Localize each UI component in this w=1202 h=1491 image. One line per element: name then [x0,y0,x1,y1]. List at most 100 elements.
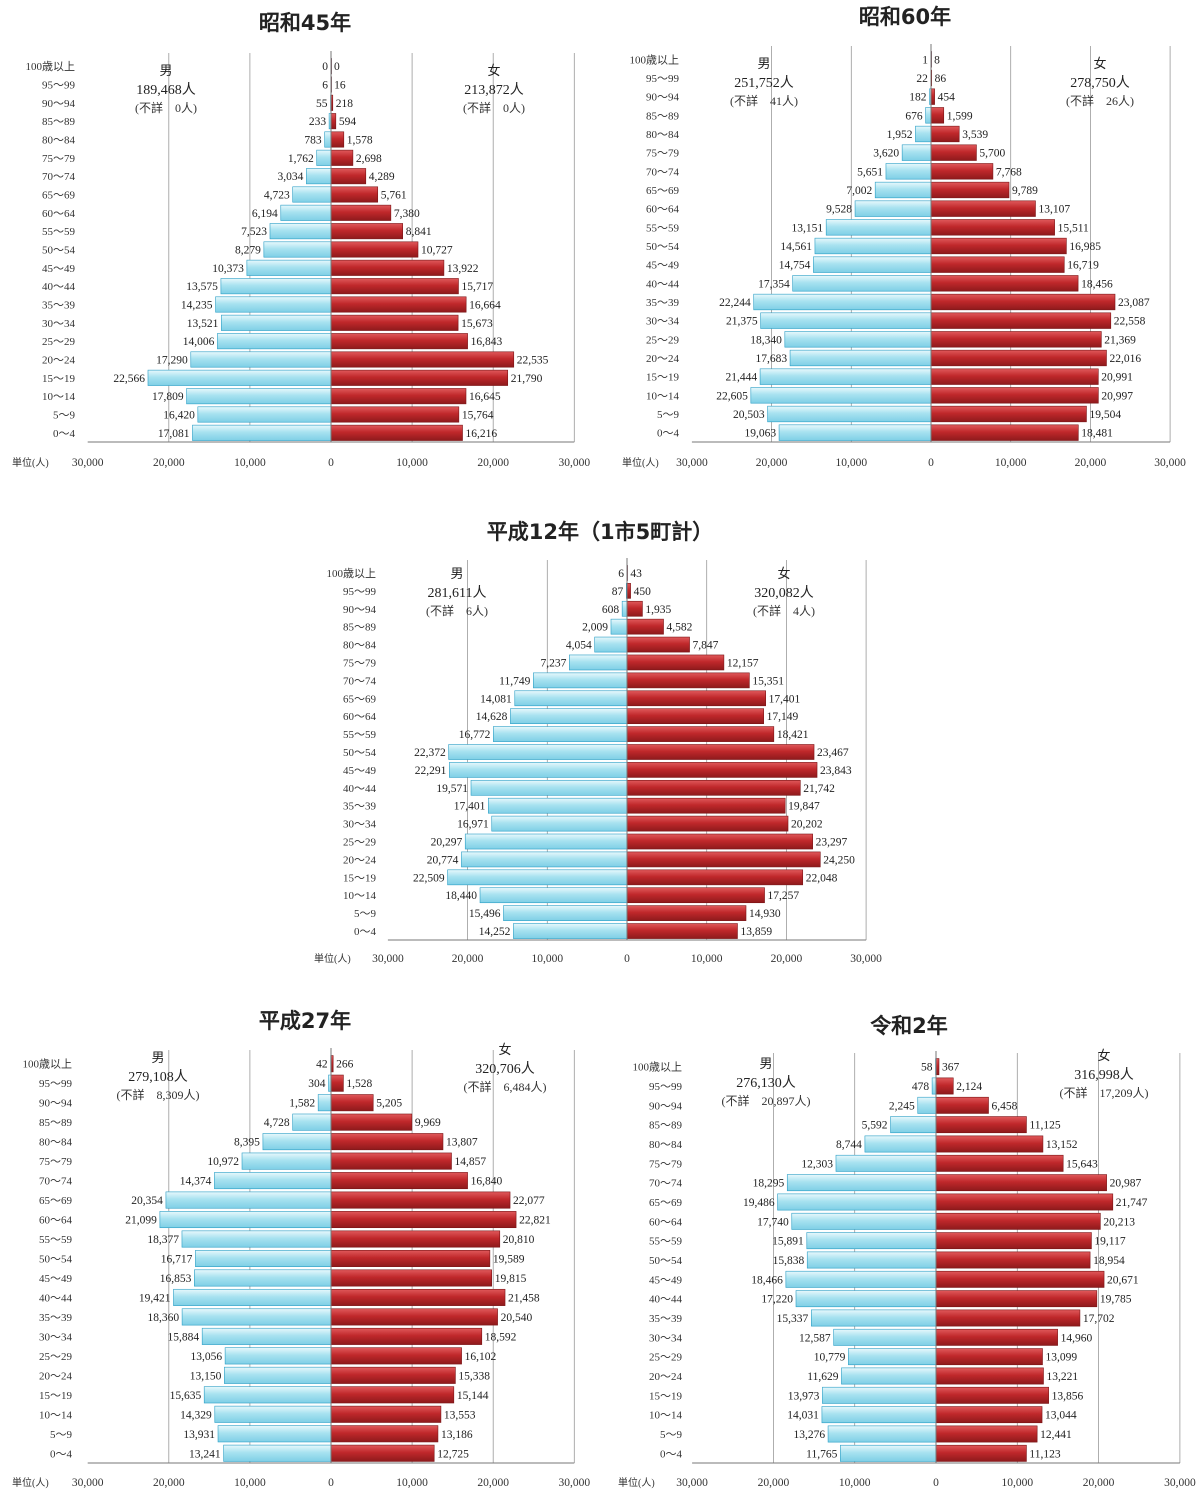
male-bar [513,923,628,939]
male-unknown: (不詳 0人) [135,100,197,115]
age-label: 85〜89 [649,1120,682,1132]
female-value-label: 3,539 [962,129,988,141]
male-value-label: 17,220 [761,1294,793,1306]
female-bar [330,259,445,276]
female-bar [930,331,1102,348]
male-value-label: 42 [316,1059,328,1071]
male-value-label: 18,377 [147,1234,179,1246]
female-bar [330,278,459,295]
female-unknown: (不詳 6,484人) [464,1079,547,1094]
female-bar [935,1116,1027,1134]
female-value-label: 16,843 [471,336,503,348]
male-value-label: 4,054 [566,640,592,652]
male-value-label: 14,081 [480,693,512,705]
male-bar [491,815,628,832]
female-value-label: 23,297 [816,837,848,849]
age-label: 85〜89 [646,110,679,122]
male-value-label: 3,034 [278,171,304,183]
male-value-label: 20,297 [431,837,463,849]
female-value-label: 22,821 [519,1215,551,1227]
x-tick-label: 10,000 [531,953,563,965]
female-value-label: 43 [630,568,642,580]
female-value-label: 20,671 [1107,1274,1139,1286]
male-value-label: 17,740 [757,1216,789,1228]
male-bar [931,1077,937,1095]
female-value-label: 21,369 [1104,334,1136,346]
female-value-label: 21,742 [803,783,835,795]
female-label: 女 [498,1042,511,1057]
age-label: 75〜79 [649,1158,682,1170]
x-tick-label: 0 [328,1477,334,1489]
female-bar [330,1191,511,1209]
male-bar [533,672,628,689]
male-bar [760,312,932,329]
male-bar [173,1288,332,1306]
age-label: 30〜34 [646,316,679,328]
male-value-label: 15,635 [170,1390,202,1402]
x-tick-label: 20,000 [477,1477,509,1489]
male-bar [569,654,628,671]
female-value-label: 21,458 [508,1292,540,1304]
male-bar [813,256,932,273]
age-label: 80〜84 [646,129,679,141]
age-label: 75〜79 [39,1156,72,1168]
age-label: 65〜69 [42,190,75,202]
male-value-label: 14,235 [181,300,213,312]
age-label: 30〜34 [649,1332,682,1344]
age-label: 5〜9 [53,410,75,422]
female-value-label: 13,186 [441,1429,473,1441]
female-bar [626,833,813,850]
age-label: 30〜34 [343,819,376,831]
male-bar [224,1347,332,1365]
female-value-label: 11,123 [1029,1448,1060,1460]
female-bar [330,333,468,350]
male-total: 276,130人 [736,1075,796,1091]
male-value-label: 10,972 [207,1156,239,1168]
age-label: 35〜39 [649,1313,682,1325]
age-label: 80〜84 [343,640,376,652]
male-value-label: 9,528 [826,204,852,216]
female-bar [330,406,460,423]
female-value-label: 18,592 [485,1331,517,1343]
female-bar [935,1077,954,1095]
female-value-label: 22,535 [517,355,549,367]
female-value-label: 15,673 [461,318,493,330]
age-label: 50〜54 [343,747,376,759]
male-value-label: 22,566 [113,373,145,385]
female-value-label: 19,589 [493,1254,525,1266]
age-label: 50〜54 [649,1255,682,1267]
male-bar [848,1348,937,1366]
x-tick-label: 30,000 [558,457,590,469]
age-label: 20〜24 [42,355,75,367]
pyramid-heisei27: 平成27年 13,241 12,725 0〜4 13,931 13,186 5〜9 14,32… [0,1000,600,1491]
age-label: 35〜39 [343,801,376,813]
female-value-label: 5,700 [979,148,1005,160]
female-bar [935,1174,1107,1192]
male-value-label: 6 [618,568,624,580]
age-label: 45〜49 [646,260,679,272]
female-bar [330,1172,468,1190]
age-label: 70〜74 [39,1176,72,1188]
age-label: 40〜44 [646,278,679,290]
male-value-label: 17,809 [152,391,184,403]
male-value-label: 18,440 [445,890,477,902]
female-label: 女 [777,566,790,581]
male-bar [811,1309,937,1327]
unit-label: 単位(人) [314,952,351,965]
female-value-label: 23,843 [820,765,852,777]
male-bar [514,690,628,707]
female-unknown: (不詳 26人) [1066,93,1134,108]
male-value-label: 13,151 [792,222,824,234]
male-value-label: 13,931 [183,1429,215,1441]
male-bar [885,163,932,180]
female-bar [626,869,804,886]
female-bar [935,1212,1101,1230]
male-bar [786,1174,937,1192]
chart-title: 平成12年（1市5町計） [487,520,713,544]
male-bar [316,149,332,166]
male-value-label: 0 [322,61,328,73]
female-bar [330,296,467,313]
x-tick-label: 10,000 [835,457,867,469]
female-total: 316,998人 [1074,1067,1134,1083]
male-bar [510,708,628,725]
